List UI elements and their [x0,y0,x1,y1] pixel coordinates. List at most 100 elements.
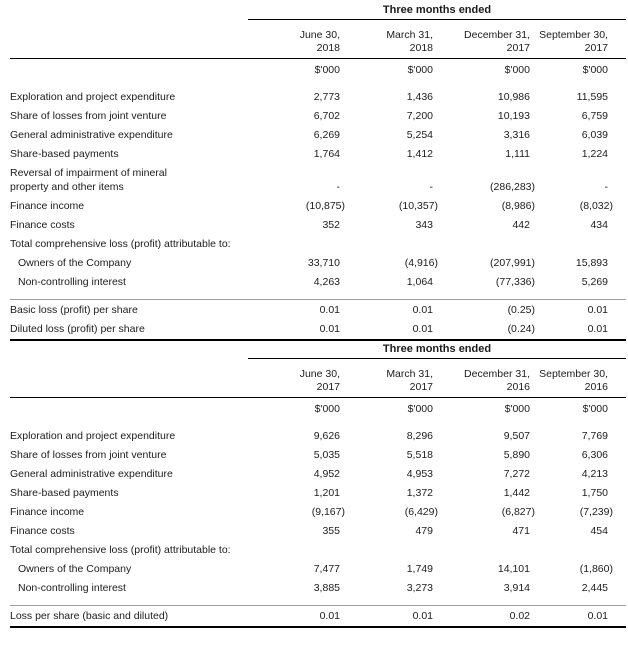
table-row: Non-controlling interest 3,885 3,273 3,914 2… [10,579,626,606]
table-row: Exploration and project expenditure 2,773… [10,78,626,107]
column-header-q1: June 30, 2017 [248,358,340,398]
row-label: Exploration and project expenditure [10,91,176,103]
table-row: Total comprehensive loss (profit) attrib… [10,235,626,254]
table-row: Reversal of impairment of mineral proper… [10,164,626,197]
cell-value: (286,283) [490,181,535,193]
table-row: Share of losses from joint venture 6,702 7… [10,107,626,126]
table-row: Owners of the Company 7,477 1,749 14,101 (1,… [10,560,626,579]
cell-value [530,235,626,254]
cell-value: (1,860) [579,563,613,575]
cell-value: 14,101 [497,563,530,575]
column-header-q4: September 30, 2016 [530,358,626,398]
cell-value: 2,445 [581,582,608,594]
cell-value: (207,991) [490,257,535,269]
cell-value: 6,702 [313,110,340,122]
table-row: Total comprehensive loss (profit) attrib… [10,541,626,560]
column-header-q1: June 30, 2018 [248,19,340,59]
quarterly-results-table-2017: Three months ended June 30, 2017 March 3… [10,341,626,628]
table-row: Basic loss (profit) per share 0.01 0.01 (0.… [10,299,626,320]
cell-value: (9,167) [311,506,345,518]
period-header-row: Three months ended [10,2,626,20]
cell-value: 6,269 [313,129,340,141]
cell-value: 0.01 [340,605,433,627]
row-label: Reversal of impairment of mineral proper… [10,167,167,193]
cell-value: 355 [322,525,340,537]
row-label: Basic loss (profit) per share [10,299,248,320]
cell-value: 1,442 [503,487,530,499]
table-row: Owners of the Company 33,710 (4,916) (207,9… [10,254,626,273]
table-row: Share-based payments 1,201 1,372 1,442 1,750 [10,484,626,503]
cell-value: 0.01 [587,323,608,335]
cell-value: 1,436 [406,91,433,103]
cell-value: 33,710 [307,257,340,269]
cell-value [248,541,340,560]
table-row: Finance costs 355 479 471 454 [10,522,626,541]
row-label: Share of losses from joint venture [10,449,167,461]
financial-statement-page: Three months ended June 30, 2018 March 3… [10,2,626,628]
cell-value: 0.01 [319,323,340,335]
quarterly-results-table-2018: Three months ended June 30, 2018 March 3… [10,2,626,341]
cell-value: 5,890 [503,449,530,461]
cell-value: (10,875) [305,200,345,212]
cell-value: 8,296 [406,430,433,442]
table-row: Finance costs 352 343 442 434 [10,216,626,235]
cell-value: 0.01 [248,299,340,320]
unit-label: $'000 [582,64,608,76]
data-rows-body: Exploration and project expenditure 9,626… [10,417,626,606]
row-label: General administrative expenditure [10,468,173,480]
cell-value [433,235,530,254]
per-share-body: Basic loss (profit) per share 0.01 0.01 (0.… [10,299,626,341]
cell-value: (6,827) [501,506,535,518]
table-row: Non-controlling interest 4,263 1,064 (77,33… [10,273,626,300]
cell-value: 15,893 [575,257,608,269]
cell-value: 1,111 [505,148,530,160]
cell-value [340,541,433,560]
cell-value: (6,429) [404,506,438,518]
cell-value: (8,032) [579,200,613,212]
cell-value: 9,626 [313,430,340,442]
cell-value: 3,914 [503,582,530,594]
cell-value: 1,749 [406,563,433,575]
row-label: Finance costs [10,219,75,231]
spacer-cell [10,341,248,359]
table-row: Finance income (9,167) (6,429) (6,827) (7,23… [10,503,626,522]
cell-value: 3,273 [406,582,433,594]
cell-value: 5,518 [406,449,433,461]
table-row: General administrative expenditure 6,269 5… [10,126,626,145]
spacer-cell [10,358,248,398]
row-label: Loss per share (basic and diluted) [10,605,248,627]
cell-value: 0.01 [530,299,626,320]
cell-value: - [336,181,341,193]
table-row: Exploration and project expenditure 9,626… [10,417,626,446]
unit-row: $'000 $'000 $'000 $'000 [10,59,626,79]
row-label: Owners of the Company [18,563,132,575]
row-label: Finance income [10,200,85,212]
cell-value: 3,316 [503,129,530,141]
unit-label: $'000 [582,403,608,415]
cell-value: 1,064 [406,276,433,288]
row-label: Total comprehensive loss (profit) attrib… [10,544,231,556]
cell-value: 434 [590,219,608,231]
cell-value: 1,750 [581,487,608,499]
period-header-row: Three months ended [10,341,626,359]
row-label: Share-based payments [10,487,119,499]
period-header: Three months ended [248,341,626,359]
cell-value: 1,412 [406,148,433,160]
cell-value: 0.02 [433,605,530,627]
cell-value: 3,885 [313,582,340,594]
table-row: Finance income (10,875) (10,357) (8,986) (8,… [10,197,626,216]
unit-row: $'000 $'000 $'000 $'000 [10,398,626,418]
cell-value: 5,254 [406,129,433,141]
cell-value: 0.01 [412,323,433,335]
cell-value: 7,272 [503,468,530,480]
cell-value: 0.01 [340,299,433,320]
cell-value: - [429,181,434,193]
cell-value: 471 [512,525,530,537]
spacer-cell [10,59,248,79]
column-header-q2: March 31, 2018 [340,19,433,59]
cell-value: 1,201 [313,487,340,499]
cell-value: 4,953 [406,468,433,480]
row-label: General administrative expenditure [10,129,173,141]
column-header-q3: December 31, 2016 [433,358,530,398]
spacer-cell [10,398,248,418]
